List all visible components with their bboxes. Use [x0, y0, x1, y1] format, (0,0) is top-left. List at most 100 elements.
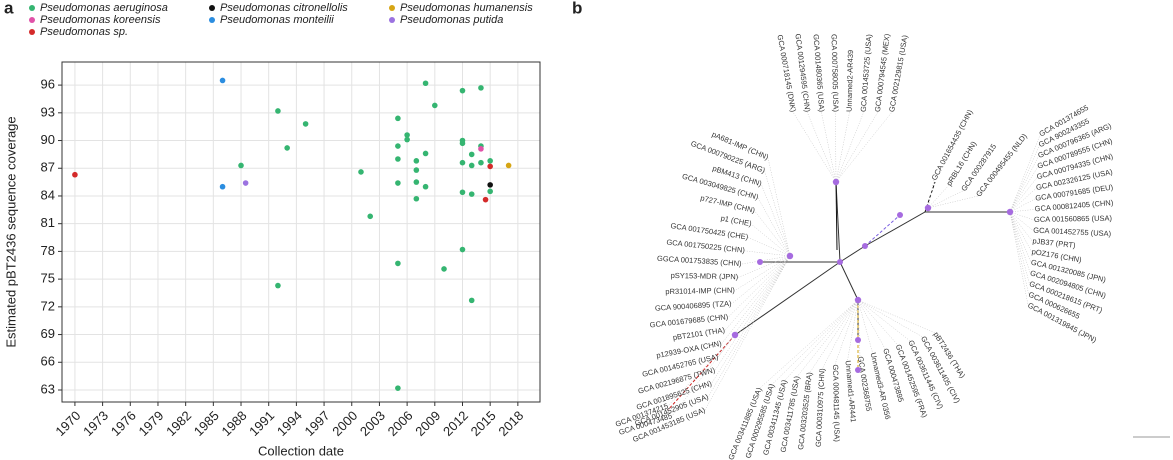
tree-leaf-branch: [731, 255, 791, 305]
y-tick-label: 93: [41, 104, 55, 119]
tree-leaf-branch: [1009, 187, 1037, 213]
point: [367, 213, 374, 220]
point: [413, 179, 420, 185]
tree-leaf-branch: [806, 111, 837, 183]
point: [459, 140, 466, 147]
point: [505, 162, 512, 169]
point: [395, 156, 401, 162]
point: [432, 102, 438, 109]
tree-leaf-branch: [761, 184, 791, 257]
point: [487, 158, 493, 164]
point: [72, 171, 78, 178]
legend-marker: [209, 5, 215, 11]
tree-leaf-branch: [744, 250, 791, 257]
point: [459, 246, 466, 253]
tree-leaf-branch: [738, 255, 791, 278]
point: [404, 136, 410, 143]
tree-leaf-branch: [704, 255, 791, 411]
legend-label: Pseudomonas citronellolis: [220, 2, 348, 14]
tree-leaf-branch: [784, 299, 859, 381]
point: [487, 188, 493, 195]
point: [468, 151, 475, 158]
legend-marker: [29, 5, 35, 11]
tree-leaf-branch: [857, 299, 936, 334]
panel-label: a: [4, 0, 14, 17]
x-tick-label: 1985: [191, 408, 222, 439]
tree-leaf-branch: [1009, 211, 1033, 242]
x-tick-label: 2006: [385, 408, 416, 439]
tree-leaf-branch: [822, 299, 859, 369]
tree-leaf-label: p1 (CHE): [720, 213, 753, 228]
point: [395, 385, 401, 391]
point: [422, 150, 429, 157]
legend-marker: [389, 17, 395, 23]
point: [275, 108, 281, 114]
point: [468, 162, 475, 169]
tree-leaf-branch: [857, 299, 886, 349]
y-tick-label: 66: [41, 354, 55, 369]
tree-leaf-branch: [835, 111, 837, 183]
point: [395, 180, 401, 186]
x-tick-label: 1988: [219, 408, 250, 439]
point: [478, 85, 484, 91]
point: [441, 266, 447, 272]
point: [487, 163, 493, 170]
x-tick-label: 2000: [329, 408, 360, 439]
tree-leaf-label: GCA 000310975 (CHN): [814, 368, 827, 448]
tree-node: [1006, 208, 1014, 216]
point: [238, 162, 244, 169]
y-tick-label: 96: [41, 77, 55, 92]
tree-leaf-branch: [857, 299, 923, 338]
y-tick-label: 90: [41, 132, 55, 147]
point: [395, 115, 401, 122]
legend-label: Pseudomonas sp.: [40, 26, 128, 38]
tree-leaf-branch: [1009, 211, 1029, 306]
tree-leaf-branch: [792, 111, 837, 183]
tree-leaf-branch: [809, 299, 859, 373]
point: [413, 167, 420, 173]
x-tick-label: 1994: [274, 408, 305, 439]
point: [422, 80, 429, 87]
point: [302, 121, 309, 127]
plot-area: [61, 61, 541, 403]
tree-leaf-branch: [718, 255, 791, 358]
tree-leaf-branch: [759, 299, 859, 389]
x-tick-label: 1970: [52, 408, 83, 439]
x-tick-label: 2012: [440, 408, 471, 439]
tree-leaf-branch: [754, 210, 791, 257]
y-axis-title: Estimated pBT2436 sequence coverage: [3, 116, 18, 347]
tree-leaf-branch: [1009, 211, 1035, 221]
tree-node: [924, 204, 932, 212]
tree-node: [854, 296, 862, 304]
tree-leaf-label: GGCA 001753835 (CHN): [657, 254, 743, 268]
x-tick-label: 1979: [135, 408, 166, 439]
y-tick-label: 69: [41, 326, 55, 341]
x-tick-label: 2018: [495, 408, 526, 439]
tree-leaf-label: GCA 000758005 (USA): [830, 34, 841, 113]
tree-leaf-label: GCA 002368755: [856, 356, 873, 412]
point: [413, 195, 420, 202]
x-axis-title: Collection date: [258, 443, 344, 458]
x-tick-label: 1973: [80, 408, 111, 439]
tree-node: [855, 337, 861, 343]
tree-leaf-branch: [835, 111, 864, 183]
tree-leaf-branch: [1009, 211, 1034, 231]
legend-label: Pseudomonas monteilii: [220, 14, 334, 26]
tree-node: [862, 243, 868, 249]
legend-marker: [29, 17, 35, 23]
legend-label: Pseudomonas koreensis: [40, 14, 161, 26]
plot-frame: [61, 61, 541, 403]
x-tick-label: 1991: [246, 408, 277, 439]
x-tick-label: 1997: [302, 408, 333, 439]
tree-leaf-label: GCA 900406895 (TZA): [655, 299, 733, 313]
tree-leaf-branch: [857, 299, 873, 353]
tree-leaf-branch: [748, 237, 791, 257]
tree-leaf-label: Unnamed2-AR439: [845, 50, 856, 112]
point: [487, 182, 493, 188]
tree-leaf-branch: [671, 334, 736, 417]
point: [395, 260, 401, 267]
tree-leaf-branch: [835, 111, 850, 183]
point: [478, 146, 484, 152]
point: [478, 159, 484, 166]
